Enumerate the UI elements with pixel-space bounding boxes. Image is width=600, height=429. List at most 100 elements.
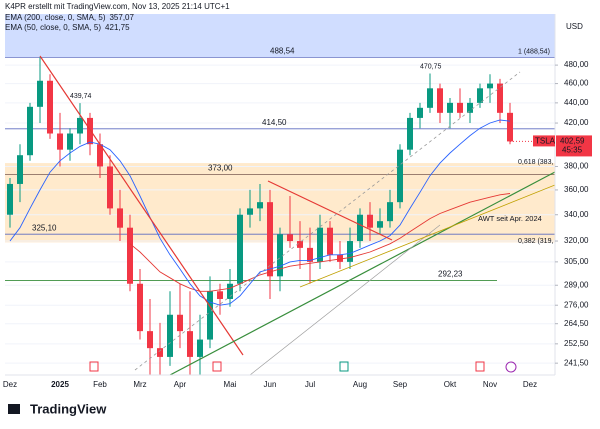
candle-body — [347, 241, 353, 262]
level-label: 414,50 — [262, 118, 287, 127]
y-tick-label: 360,00 — [564, 185, 589, 194]
candle-body — [187, 331, 193, 357]
plot-area — [5, 14, 555, 375]
candle-body — [87, 117, 93, 145]
legend-label: EMA (50, close, 0, SMA, 5) — [5, 23, 101, 32]
candle-body — [417, 107, 423, 118]
candle-body — [157, 348, 163, 357]
candle-body — [97, 144, 103, 167]
candle-body — [117, 208, 123, 228]
candle-body — [147, 331, 153, 349]
candle-body — [357, 214, 363, 242]
x-tick-label: Jun — [264, 380, 277, 389]
candle-body — [127, 227, 133, 284]
level-label: 373,00 — [208, 164, 233, 173]
logo-text: TradingView — [30, 401, 107, 416]
x-tick-label: Dez — [523, 380, 537, 389]
candle-body — [47, 80, 53, 134]
fib-label: 1 (488,54) — [518, 48, 550, 55]
x-tick-label: 2025 — [51, 380, 69, 389]
y-tick-label: 420,00 — [564, 118, 589, 127]
candle-body — [137, 283, 143, 332]
peak-label: 439,74 — [70, 93, 92, 100]
level-label: 325,10 — [32, 223, 57, 232]
candle-body — [57, 133, 63, 150]
candle-body — [407, 117, 413, 150]
candle-body — [237, 214, 243, 284]
header: K4PR erstellt mit TradingView.com, Nov 1… — [5, 2, 230, 11]
candle-body — [497, 83, 503, 113]
fib-label: 0,382 (319, — [518, 238, 553, 245]
event-icons — [89, 361, 517, 373]
candle-body — [27, 106, 33, 156]
candle-body — [277, 234, 283, 277]
ema-line — [9, 119, 511, 306]
peak-label: 470,75 — [420, 63, 442, 70]
candle-body — [487, 83, 493, 89]
legend-value: 357,07 — [109, 13, 134, 22]
candle-body — [287, 234, 293, 242]
candle-body — [197, 339, 203, 357]
x-tick-label: Mai — [224, 380, 237, 389]
candle-body — [307, 247, 313, 262]
ema-line — [129, 193, 511, 292]
countdown: 45:35 — [562, 146, 583, 155]
candle-body — [327, 227, 333, 255]
price-tag — [556, 135, 592, 157]
x-tick-label: Okt — [444, 380, 457, 389]
candle-body — [317, 227, 323, 262]
candle-body — [217, 291, 223, 299]
candle-body — [77, 117, 83, 134]
y-tick-label: 460,00 — [564, 79, 589, 88]
candle-body — [447, 102, 453, 113]
candle-body — [37, 80, 43, 107]
fib-label: 0,618 (383, — [518, 159, 553, 166]
candle-body — [507, 112, 513, 142]
y-tick-label: 440,00 — [564, 98, 589, 107]
candle-body — [387, 202, 393, 222]
price-symbol: TSLA — [535, 137, 556, 146]
level-label: 292,23 — [438, 270, 463, 279]
x-tick-label: Apr — [174, 380, 187, 389]
price-label: 402,59 — [560, 137, 585, 146]
x-tick-label: Dez — [3, 380, 17, 389]
candle-body — [247, 208, 253, 215]
y-tick-label: 252,50 — [564, 339, 589, 348]
candle-body — [207, 291, 213, 340]
candle-body — [457, 102, 463, 113]
y-tick-label: 276,00 — [564, 300, 589, 309]
candle-body — [397, 149, 403, 203]
candle-body — [477, 88, 483, 103]
candle-body — [377, 221, 383, 228]
x-tick-label: Jul — [305, 380, 315, 389]
candle-body — [437, 88, 443, 113]
logo: TradingView — [8, 401, 107, 416]
candle-body — [107, 166, 113, 209]
candle-body — [427, 88, 433, 108]
candle-body — [297, 241, 303, 248]
candle-body — [7, 183, 13, 215]
level-label: 488,54 — [270, 47, 295, 56]
x-tick-label: Nov — [483, 380, 497, 389]
currency: USD — [566, 22, 583, 31]
legend-value: 421,75 — [105, 23, 130, 32]
price-tag-symbol — [533, 135, 555, 147]
trend-lines — [39, 55, 555, 375]
y-tick-label: 305,00 — [564, 257, 589, 266]
candle-body — [337, 254, 343, 262]
zone — [5, 14, 555, 58]
y-tick-label: 289,00 — [564, 280, 589, 289]
candle-body — [257, 202, 263, 209]
y-tick-label: 241,50 — [564, 358, 589, 367]
y-tick-label: 264,50 — [564, 319, 589, 328]
y-tick-label: 320,00 — [564, 236, 589, 245]
candle-body — [167, 314, 173, 357]
x-tick-label: Mrz — [133, 380, 146, 389]
legend-label: EMA (200, close, 0, SMA, 5) — [5, 13, 106, 22]
candle-body — [177, 314, 183, 332]
candle-body — [367, 214, 373, 228]
x-tick-label: Aug — [353, 380, 367, 389]
y-tick-label: 380,00 — [564, 162, 589, 171]
candle-body — [467, 102, 473, 113]
